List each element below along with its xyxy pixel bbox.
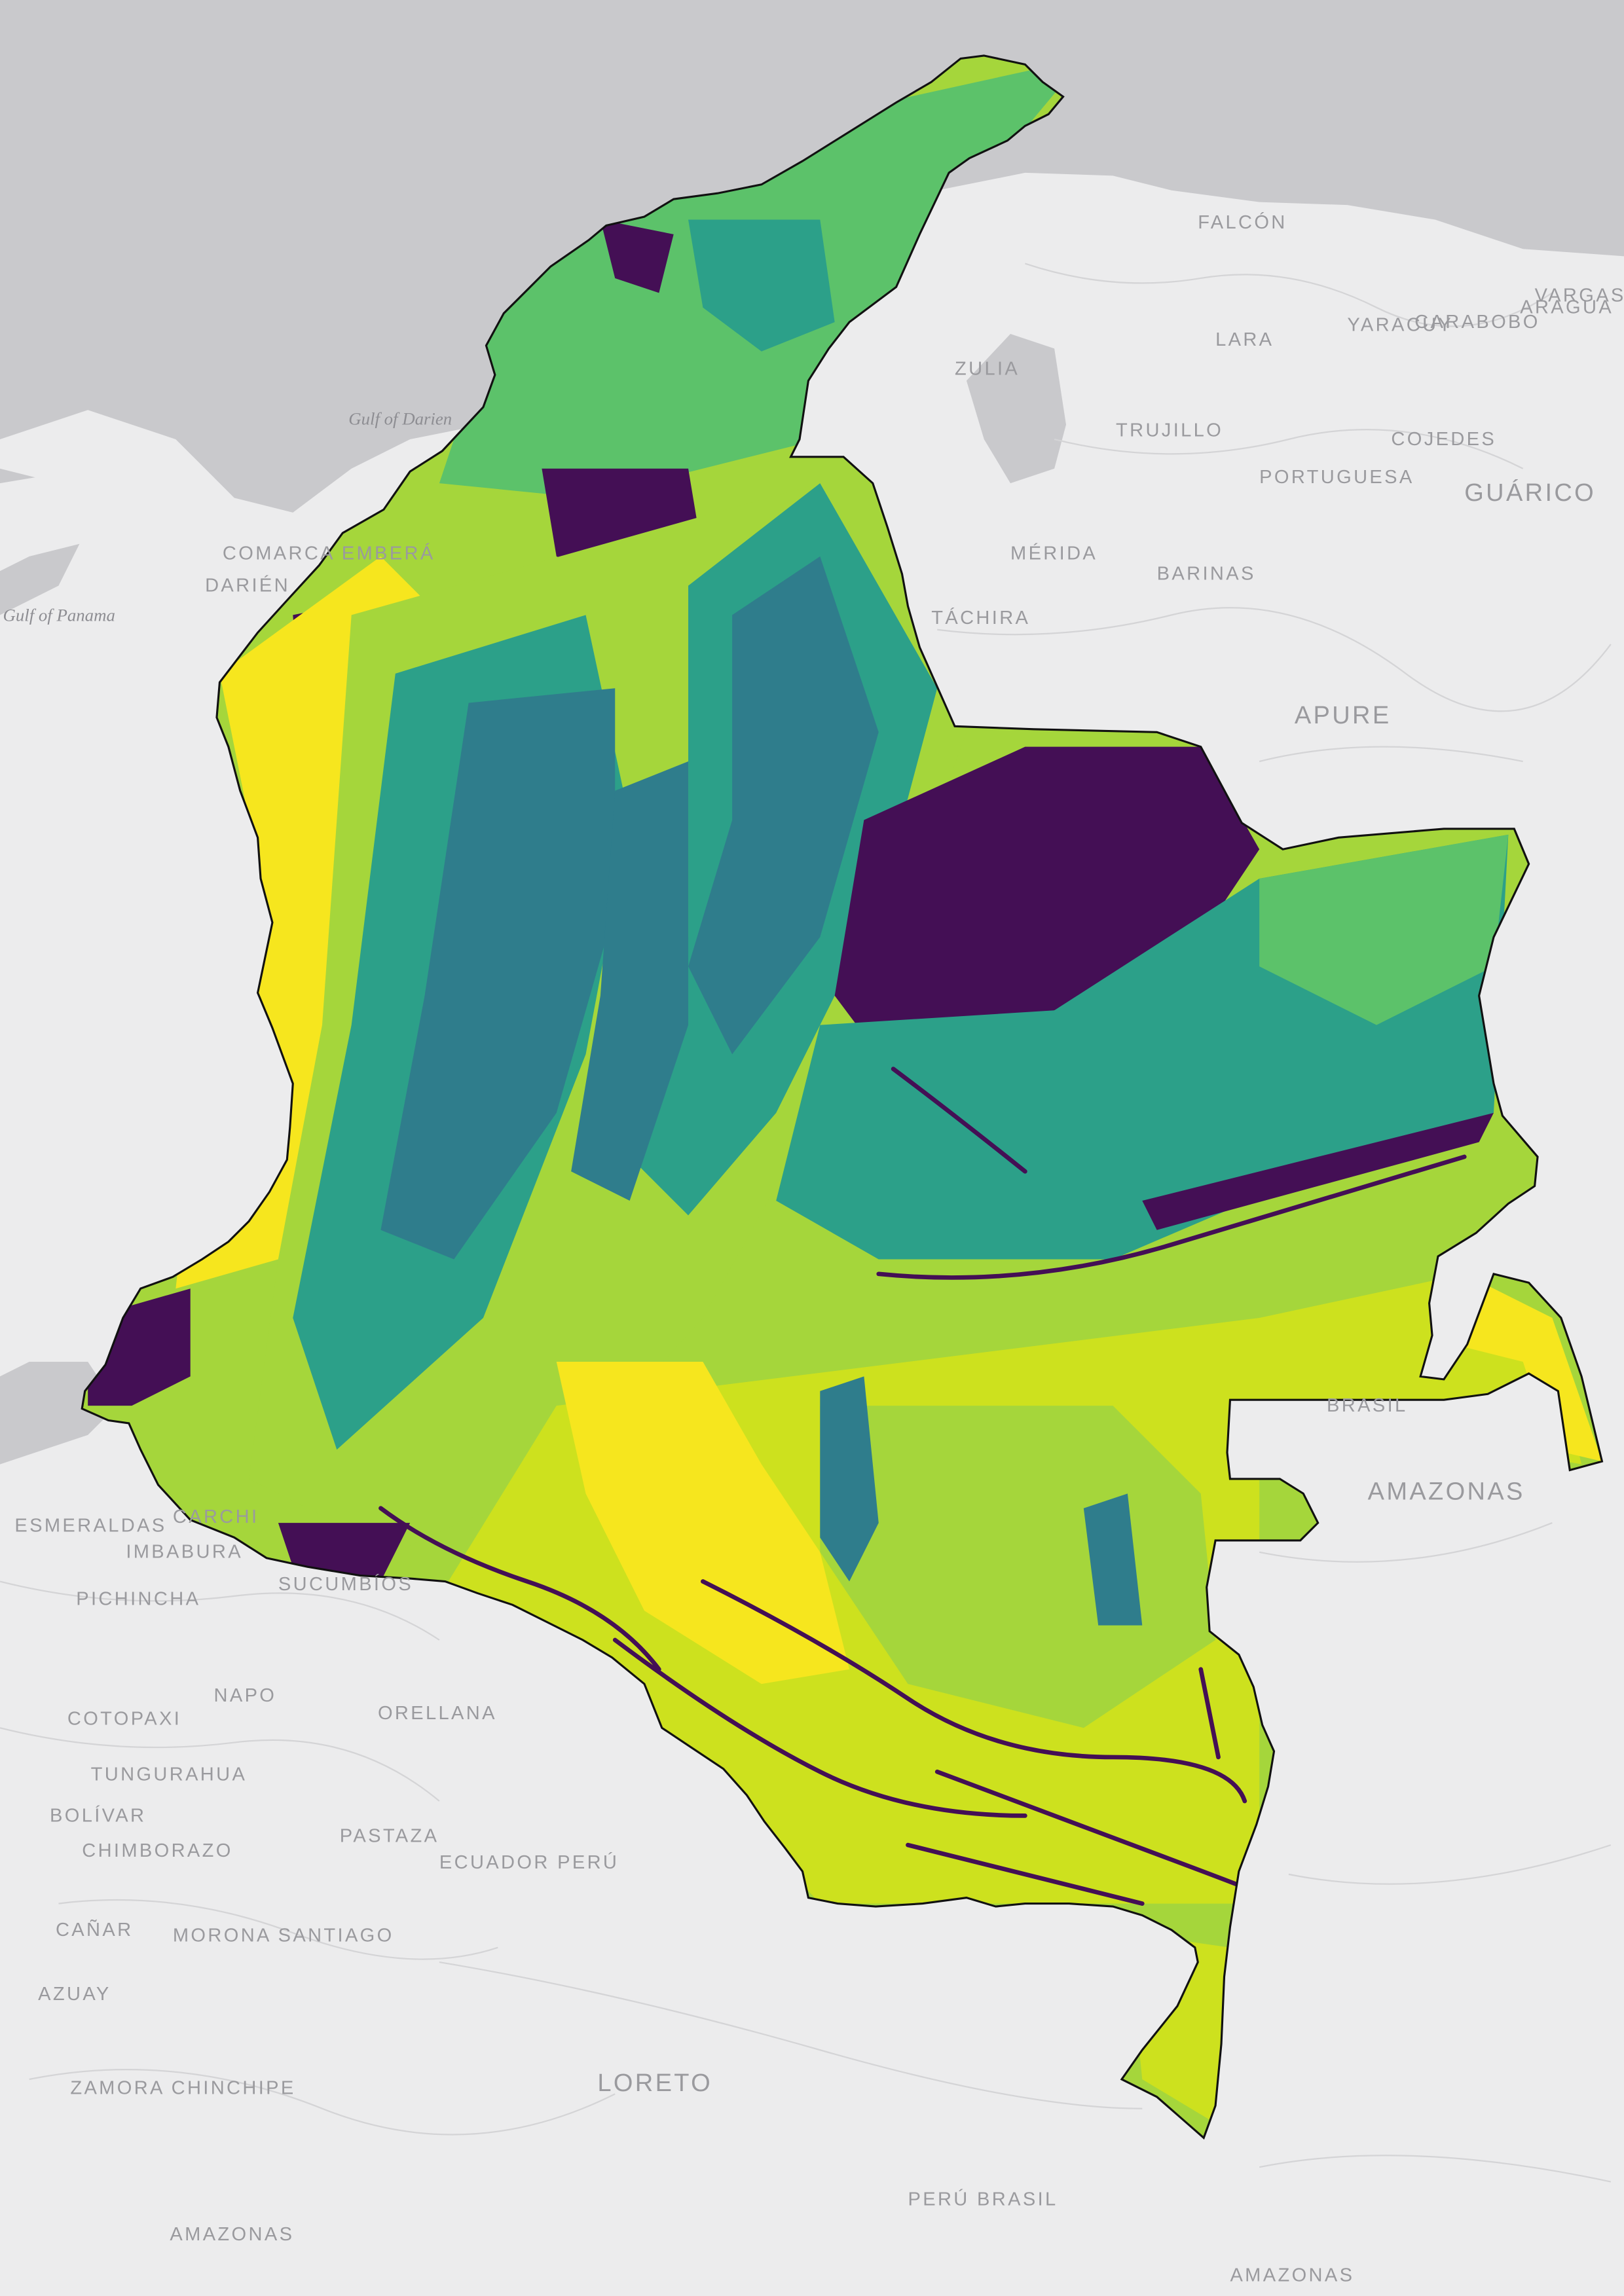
- sea-label: Gulf of Darien: [348, 409, 452, 429]
- place-label: CARABOBO: [1414, 312, 1540, 333]
- place-label: BRASIL: [1327, 1395, 1408, 1416]
- place-label: TUNGURAHUA: [91, 1764, 248, 1785]
- place-label: FALCÓN: [1198, 211, 1287, 233]
- place-label: COTOPAXI: [67, 1709, 181, 1730]
- place-label: CHIMBORAZO: [82, 1840, 233, 1861]
- place-label: PASTAZA: [340, 1826, 439, 1847]
- admin-borders: [0, 263, 1612, 2183]
- place-label: NAPO: [213, 1685, 276, 1706]
- place-label: ZAMORA CHINCHIPE: [70, 2077, 295, 2098]
- place-label: ECUADOR PERÚ: [439, 1851, 619, 1873]
- place-label: MÉRIDA: [1010, 542, 1098, 564]
- place-label: COJEDES: [1391, 429, 1496, 450]
- place-label: TRUJILLO: [1116, 420, 1223, 441]
- place-label: CARCHI: [173, 1506, 259, 1527]
- place-label: BOLÍVAR: [50, 1804, 146, 1826]
- place-label: PERÚ BRASIL: [908, 2188, 1058, 2210]
- lake-maracaibo: [966, 333, 1066, 484]
- place-label: SUCUMBÍOS: [278, 1573, 413, 1595]
- place-label: APURE: [1295, 702, 1392, 729]
- place-label: AMAZONAS: [1368, 1478, 1525, 1505]
- place-label: CAÑAR: [56, 1918, 134, 1941]
- sea-label: Gulf of Panama: [3, 605, 115, 625]
- place-label: LARA: [1215, 329, 1274, 350]
- place-label: ESMERALDAS: [14, 1515, 166, 1536]
- place-label: COMARCA EMBERÁ: [223, 542, 435, 564]
- place-label: BARINAS: [1157, 564, 1256, 585]
- place-label: VARGAS: [1535, 285, 1624, 306]
- place-label: LORETO: [597, 2069, 712, 2097]
- place-label: ARAGUA: [1520, 297, 1614, 318]
- place-label: AZUAY: [38, 1984, 111, 2005]
- place-label: IMBABURA: [126, 1542, 243, 1563]
- place-label: TÁCHIRA: [931, 607, 1030, 629]
- panama-isthmus: [0, 468, 278, 645]
- place-label: ORELLANA: [378, 1703, 497, 1724]
- place-label: GUÁRICO: [1464, 479, 1596, 507]
- place-label: ZULIA: [955, 359, 1020, 380]
- place-label: MORONA SANTIAGO: [173, 1925, 394, 1946]
- place-label: AMAZONAS: [1230, 2265, 1354, 2286]
- place-label: DARIÉN: [205, 575, 290, 596]
- place-label: PICHINCHA: [76, 1588, 200, 1609]
- place-label: YARACUY: [1347, 314, 1453, 335]
- place-label: AMAZONAS: [170, 2224, 294, 2245]
- place-label: PORTUGUESA: [1259, 467, 1414, 488]
